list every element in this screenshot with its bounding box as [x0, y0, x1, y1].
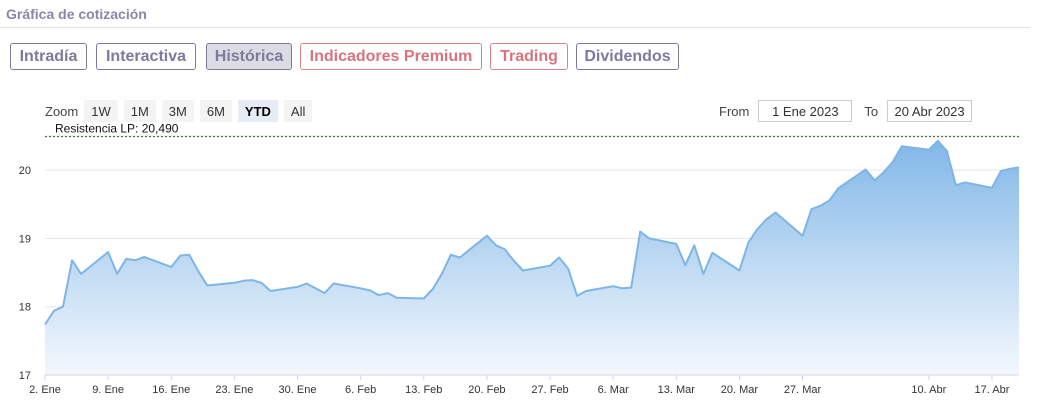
- y-tick-label: 17: [19, 370, 31, 382]
- price-area: [44, 139, 1020, 375]
- zoom-selector: Zoom 1W 1M 3M 6M YTD All: [45, 100, 318, 122]
- series-area: [45, 140, 1019, 375]
- tab-historica[interactable]: Histórica: [206, 43, 292, 70]
- zoom-ytd-button[interactable]: YTD: [237, 100, 278, 122]
- x-tick-label: 6. Feb: [345, 384, 376, 396]
- zoom-3m-button[interactable]: 3M: [161, 100, 194, 122]
- y-tick-label: 20: [19, 165, 31, 177]
- zoom-1w-button[interactable]: 1W: [84, 100, 118, 122]
- y-tick-label: 19: [19, 233, 31, 245]
- x-tick-label: 10. Abr: [911, 384, 946, 396]
- x-tick-label: 20. Feb: [468, 384, 505, 396]
- y-tick-label: 18: [19, 302, 31, 314]
- to-label: To: [864, 103, 879, 119]
- tab-indicadores-premium[interactable]: Indicadores Premium: [300, 43, 482, 70]
- x-tick-label: 13. Feb: [405, 384, 442, 396]
- from-label: From: [719, 103, 750, 119]
- x-tick-label: 17. Abr: [975, 384, 1010, 396]
- x-axis: 2. Ene 9. Ene 16. Ene 23. Ene 30. Ene 6. Feb 1…: [29, 374, 1019, 396]
- tab-dividendos[interactable]: Dividendos: [576, 43, 679, 70]
- page-title: Gráfica de cotización: [6, 6, 147, 22]
- resistance-label: Resistencia LP: 20,490: [55, 122, 179, 136]
- tab-trading[interactable]: Trading: [490, 43, 568, 70]
- x-tick-label: 27. Feb: [531, 384, 568, 396]
- x-tick-label: 30. Ene: [279, 384, 317, 396]
- x-tick-label: 20. Mar: [721, 384, 759, 396]
- y-axis: 17 18 19 20: [19, 165, 31, 382]
- zoom-1m-button[interactable]: 1M: [123, 100, 156, 122]
- x-tick-label: 9. Ene: [92, 384, 124, 396]
- from-date-input[interactable]: [758, 100, 853, 122]
- x-tick-label: 2. Ene: [29, 384, 61, 396]
- resistance-group: Resistencia LP: 20,490: [45, 122, 1019, 138]
- tab-interactiva[interactable]: Interactiva: [96, 43, 196, 70]
- x-tick-label: 16. Ene: [152, 384, 190, 396]
- tab-intradia[interactable]: Intradía: [10, 43, 87, 70]
- series-line: [44, 139, 1020, 326]
- to-date-input[interactable]: [887, 100, 973, 122]
- date-range: From To: [719, 100, 973, 122]
- x-tick-label: 6. Mar: [598, 384, 630, 396]
- x-tick-label: 27. Mar: [784, 384, 822, 396]
- header-divider: [0, 27, 1030, 28]
- x-tick-label: 13. Mar: [658, 384, 696, 396]
- zoom-label: Zoom: [45, 103, 79, 119]
- zoom-all-button[interactable]: All: [283, 100, 313, 122]
- x-tick-label: 23. Ene: [215, 384, 253, 396]
- zoom-6m-button[interactable]: 6M: [199, 100, 232, 122]
